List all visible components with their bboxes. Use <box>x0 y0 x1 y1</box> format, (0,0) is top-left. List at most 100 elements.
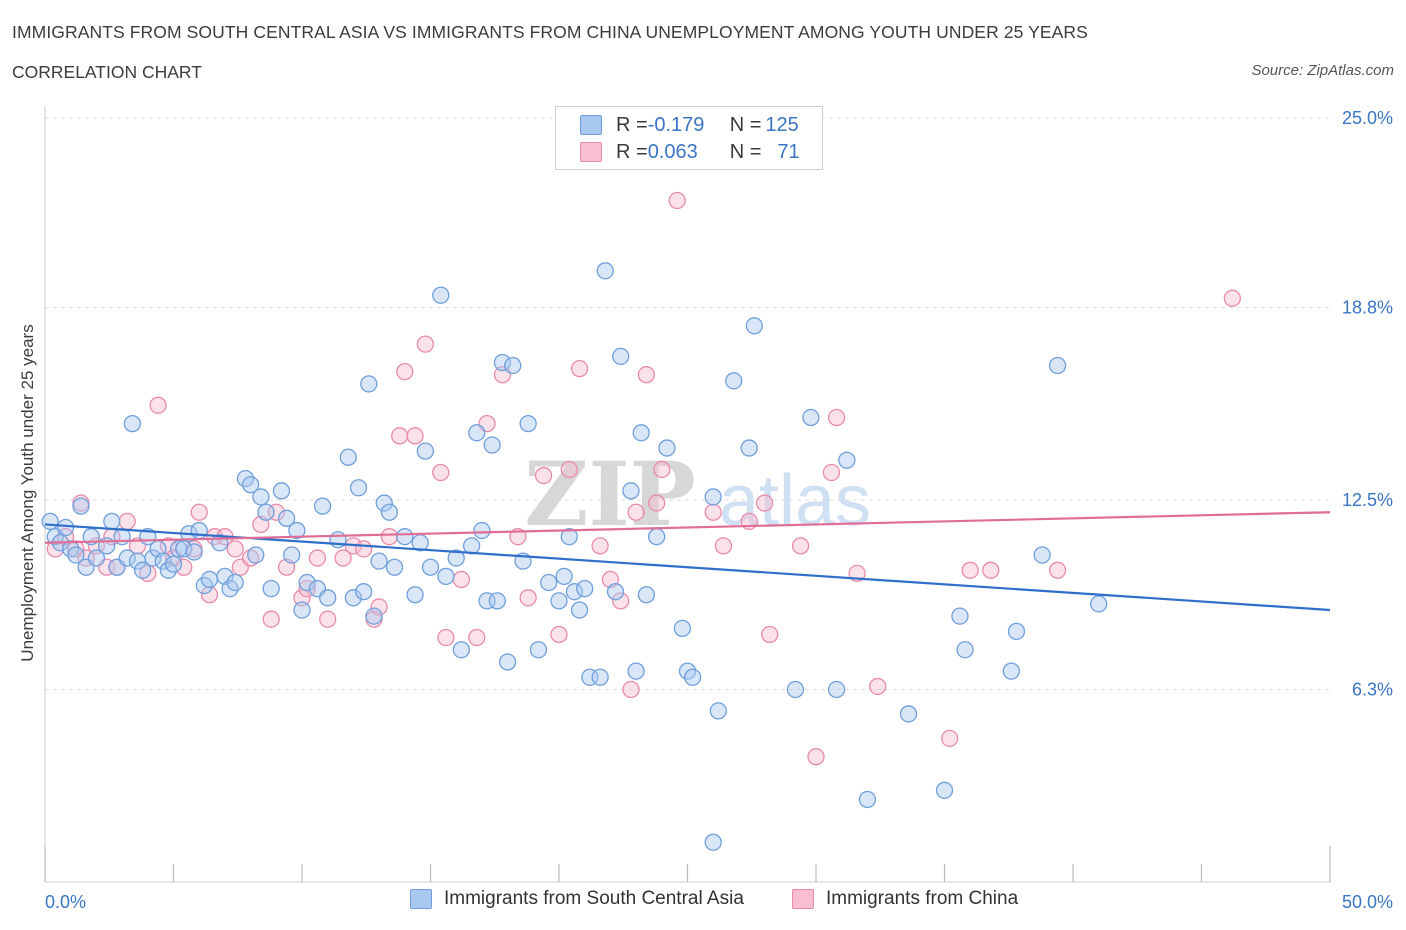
china-point <box>940 729 959 748</box>
china-point <box>319 610 337 628</box>
china-point <box>334 549 352 567</box>
south-central-asia-point <box>118 549 136 567</box>
y-tick-label: 12.5% <box>1342 490 1393 510</box>
legend-n-label: N = <box>729 113 762 136</box>
south-central-asia-point <box>421 558 440 576</box>
china-point <box>380 528 399 546</box>
legend-row-china: R = 0.063 N = 71 <box>580 140 800 164</box>
south-central-asia-point <box>56 518 75 537</box>
south-central-asia-point <box>319 589 337 607</box>
china-point <box>550 625 568 644</box>
china-point <box>1048 561 1067 579</box>
south-central-asia-point <box>745 317 763 335</box>
south-central-asia-point <box>658 439 676 457</box>
south-central-asia-point <box>673 619 692 638</box>
south-central-asia-point <box>550 592 568 610</box>
bottom-legend-swatch-blue <box>410 889 432 909</box>
legend-r-label: R = <box>616 140 648 163</box>
china-point <box>869 677 887 696</box>
south-central-asia-point <box>272 482 291 500</box>
south-central-asia-point <box>360 375 378 393</box>
china-point <box>822 463 841 482</box>
legend-r-label: R = <box>616 113 648 136</box>
china-point <box>391 427 409 445</box>
south-central-asia-point <box>648 528 666 546</box>
china-point <box>355 540 373 558</box>
south-central-asia-point <box>519 414 537 433</box>
china-point <box>416 335 435 353</box>
south-central-asia-point <box>283 546 301 564</box>
south-central-asia-point <box>606 583 625 601</box>
china-point <box>293 589 311 607</box>
china-point <box>432 463 450 482</box>
china-point <box>396 362 414 381</box>
south-central-asia-point <box>956 641 974 659</box>
china-point <box>714 537 733 555</box>
south-central-asia-point <box>241 476 260 494</box>
bottom-legend-china: Immigrants from China <box>792 888 1018 910</box>
china-point <box>241 549 260 567</box>
south-central-asia-point <box>498 653 517 671</box>
y-tick-labels: 6.3% 12.5% 18.8% 25.0% <box>1342 108 1393 699</box>
china-point <box>648 494 666 512</box>
china-point <box>406 427 424 445</box>
south-central-asia-point <box>375 494 393 512</box>
south-central-asia-point <box>344 589 363 607</box>
legend-r-value: -0.179 <box>647 113 705 136</box>
china-point <box>468 628 486 647</box>
south-central-asia-point <box>899 705 918 723</box>
china-point <box>827 408 846 427</box>
china-point <box>226 540 244 558</box>
china-point <box>627 503 645 521</box>
china-point <box>637 366 656 384</box>
south-central-asia-point <box>103 512 121 531</box>
china-point <box>1223 289 1241 307</box>
south-central-asia-point <box>632 424 650 442</box>
south-central-asia-point <box>370 552 388 570</box>
bottom-legend-swatch-pink <box>792 889 814 909</box>
south-central-asia-point <box>247 546 265 564</box>
south-central-asia-point <box>709 702 727 720</box>
south-central-asia-point <box>637 586 656 604</box>
legend-n-value: 125 <box>765 113 799 136</box>
chart-subtitle: CORRELATION CHART <box>12 62 202 82</box>
bottom-legend-south-central-asia: Immigrants from South Central Asia <box>410 888 744 910</box>
china-point <box>961 561 979 579</box>
south-central-asia-point <box>540 573 558 592</box>
south-central-asia-point <box>858 790 877 809</box>
china-point <box>370 598 388 616</box>
south-central-asia-point <box>576 579 594 598</box>
south-central-asia-point <box>838 451 856 469</box>
south-central-asia-point <box>313 497 332 515</box>
watermark-atlas: atlas <box>719 461 871 541</box>
south-central-asia-point <box>298 573 316 592</box>
south-central-asia-point <box>293 601 311 619</box>
south-central-asia-point <box>627 662 645 680</box>
south-central-asia-point <box>468 424 486 442</box>
south-central-asia-point <box>154 552 172 570</box>
south-central-asia-point <box>185 543 203 561</box>
south-central-asia-point <box>447 549 465 567</box>
china-point <box>118 512 136 531</box>
south-central-asia-point <box>827 680 846 699</box>
china-point <box>982 561 1000 579</box>
south-central-asia-point <box>1007 622 1026 641</box>
axes <box>44 106 1331 883</box>
south-central-asia-point <box>200 570 219 589</box>
south-central-asia-point <box>226 573 244 592</box>
y-axis-label: Unemployment Among Youth under 25 years <box>18 324 37 661</box>
series-south-central-asia-points <box>41 262 1108 851</box>
south-central-asia-point <box>365 607 383 625</box>
x-tick-label: 0.0% <box>45 892 86 912</box>
south-central-asia-point <box>452 641 470 659</box>
china-point <box>262 610 280 628</box>
x-tick-labels: 0.0% 50.0% <box>45 892 1393 912</box>
south-central-asia-point <box>596 262 614 280</box>
y-tick-label: 18.8% <box>1342 297 1393 317</box>
china-point <box>570 359 589 378</box>
china-point <box>437 628 455 647</box>
south-central-asia-point <box>560 528 578 546</box>
south-central-asia-point <box>355 583 373 601</box>
south-central-asia-point <box>175 540 193 558</box>
